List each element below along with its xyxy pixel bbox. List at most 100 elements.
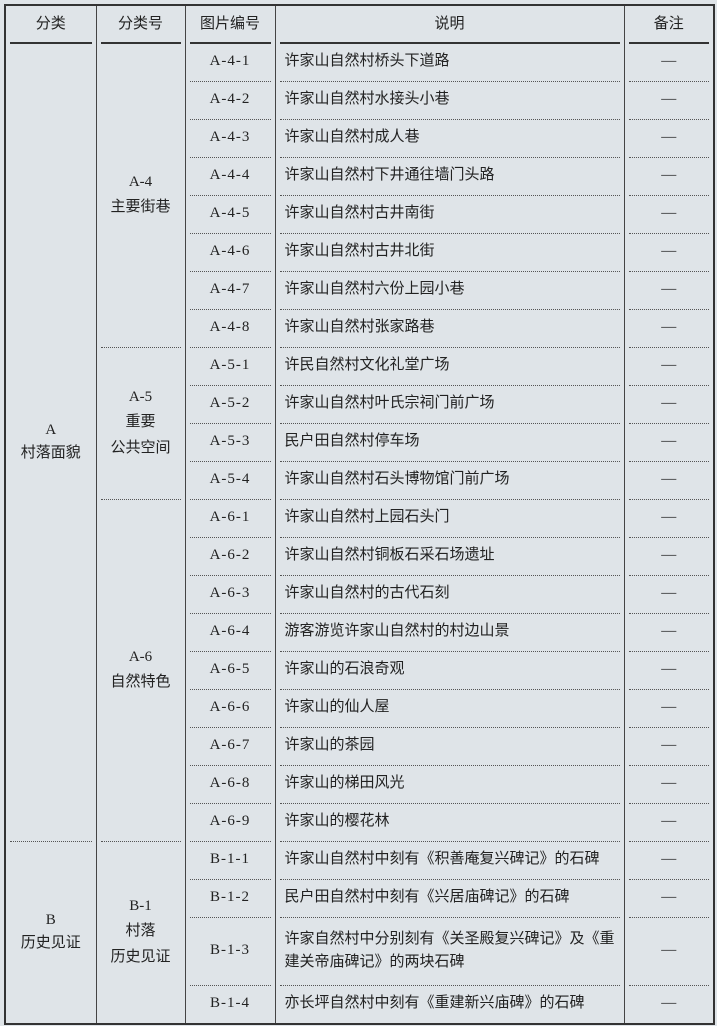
table-row: A-6 自然特色 A-6-1 许家山自然村上园石头门 — — [5, 499, 715, 842]
subcategory-name: 自然特色 — [110, 674, 171, 690]
description: 许家山自然村古井南街 — [274, 195, 625, 234]
picture-code: A-5-1 — [184, 347, 276, 386]
picture-code: A-4-4 — [184, 157, 276, 196]
picture-code: B-1-4 — [184, 985, 276, 1024]
header-note: 备注 — [623, 5, 715, 43]
description: 许家山的梯田风光 — [274, 765, 625, 804]
picture-code: A-4-2 — [184, 81, 276, 120]
description: 许家山的樱花林 — [274, 803, 625, 842]
header-row: 分类 分类号 图片编号 说明 备注 — [4, 5, 715, 43]
note: — — [623, 271, 715, 310]
subcategory-name-line2: 历史见证 — [110, 948, 171, 965]
picture-code: A-6-1 — [184, 499, 276, 538]
category-name: 村落面貌 — [20, 445, 81, 461]
subcategory-code: A-4 — [128, 173, 153, 190]
picture-code: A-6-5 — [184, 651, 276, 690]
category-code: B — [45, 911, 56, 928]
note: — — [623, 43, 715, 82]
picture-code: A-6-8 — [184, 765, 276, 804]
note: — — [623, 651, 715, 690]
note: — — [623, 841, 715, 880]
table-row: A-6-8 许家山的梯田风光 — — [5, 765, 715, 804]
picture-code: A-4-7 — [184, 271, 276, 310]
description: 民户田自然村停车场 — [274, 423, 625, 462]
description: 许家山的茶园 — [274, 727, 625, 766]
category-cell: A 村落面貌 — [4, 43, 97, 842]
description: 许家自然村中分别刻有《关圣殿复兴碑记》及《重建关帝庙碑记》的两块石碑 — [274, 917, 625, 986]
subcategory-code: A-5 — [128, 388, 153, 405]
subcategory-code: B-1 — [129, 897, 152, 914]
picture-code: A-4-6 — [184, 233, 276, 272]
description: 许家山自然村桥头下道路 — [274, 43, 625, 82]
picture-code: A-6-7 — [184, 727, 276, 766]
note: — — [623, 385, 715, 424]
note: — — [623, 727, 715, 766]
subcategory-name: 重要 — [125, 414, 156, 431]
description: 许家山的仙人屋 — [274, 689, 625, 728]
table-row: B 历史见证 B-1 村落 历史见证 B-1-1 许家山自然村中刻有《积善庵复兴碑记》的石碑… — [4, 841, 715, 1024]
table-row: A-4-8 许家山自然村张家路巷 — — [5, 309, 715, 348]
note: — — [623, 309, 715, 348]
subcategory-name: 村落 — [125, 923, 156, 940]
picture-code: A-4-1 — [184, 43, 276, 82]
table-row: B-1-3 许家自然村中分别刻有《关圣殿复兴碑记》及《重建关帝庙碑记》的两块石碑 — — [5, 917, 715, 986]
table-row: A-6-9 许家山的樱花林 — — [5, 803, 715, 842]
note: — — [623, 423, 715, 462]
table-row: A-5-4 许家山自然村石头博物馆门前广场 — — [5, 461, 715, 500]
table-row: A-4-6 许家山自然村古井北街 — — [5, 233, 715, 272]
note: — — [623, 119, 715, 158]
note: — — [623, 233, 715, 272]
picture-code: B-1-1 — [184, 841, 276, 880]
picture-code: A-6-3 — [184, 575, 276, 614]
note: — — [623, 499, 715, 538]
picture-code: A-5-3 — [184, 423, 276, 462]
picture-code: A-6-9 — [184, 803, 276, 842]
picture-code: A-4-8 — [184, 309, 276, 348]
table-row: A-6-7 许家山的茶园 — — [5, 727, 715, 766]
picture-code: A-4-3 — [184, 119, 276, 158]
description: 许民自然村文化礼堂广场 — [274, 347, 625, 386]
table-row: A-5-3 民户田自然村停车场 — — [5, 423, 715, 462]
description: 游客游览许家山自然村的村边山景 — [274, 613, 625, 652]
subcategory-name: 主要街巷 — [110, 199, 171, 215]
subcategory-cell: A-5 重要公共空间 — [95, 347, 186, 500]
table-row: A-4-5 许家山自然村古井南街 — — [5, 195, 715, 234]
description: 许家山自然村叶氏宗祠门前广场 — [274, 385, 625, 424]
picture-code: A-5-2 — [184, 385, 276, 424]
description: 许家山的石浪奇观 — [274, 651, 625, 690]
note: — — [623, 985, 715, 1024]
note: — — [623, 917, 715, 986]
picture-code: A-4-5 — [184, 195, 276, 234]
category-code: A — [45, 421, 57, 438]
subcategory-name-line2: 公共空间 — [110, 439, 171, 456]
subcategory-cell: A-4 主要街巷 — [95, 43, 186, 348]
description: 许家山自然村下井通往墙门头路 — [274, 157, 625, 196]
header-category: 分类 — [4, 5, 97, 43]
table-row: A-4-2 许家山自然村水接头小巷 — — [5, 81, 715, 120]
category-name: 历史见证 — [20, 935, 81, 951]
note: — — [623, 575, 715, 614]
picture-code: A-6-2 — [184, 537, 276, 576]
table-row: A-5 重要 公共空间 A-5-1 许民自然村文化礼堂广场 — — [5, 347, 715, 500]
note: — — [623, 157, 715, 196]
picture-code: A-6-6 — [184, 689, 276, 728]
description: 许家山自然村成人巷 — [274, 119, 625, 158]
note: — — [623, 765, 715, 804]
table-row: B-1-4 亦长坪自然村中刻有《重建新兴庙碑》的石碑 — — [5, 985, 715, 1024]
picture-code: B-1-3 — [184, 917, 276, 986]
header-description: 说明 — [274, 5, 625, 43]
note: — — [623, 81, 715, 120]
table-row: A-6-3 许家山自然村的古代石刻 — — [5, 575, 715, 614]
note: — — [623, 347, 715, 386]
description: 许家山自然村上园石头门 — [274, 499, 625, 538]
table-row: A-4-3 许家山自然村成人巷 — — [5, 119, 715, 158]
subcategory-code: A-6 — [128, 648, 153, 665]
description: 许家山自然村张家路巷 — [274, 309, 625, 348]
description: 许家山自然村铜板石采石场遗址 — [274, 537, 625, 576]
description: 许家山自然村石头博物馆门前广场 — [274, 461, 625, 500]
description: 民户田自然村中刻有《兴居庙碑记》的石碑 — [274, 879, 625, 918]
description: 许家山自然村六份上园小巷 — [274, 271, 625, 310]
note: — — [623, 879, 715, 918]
table-row: A 村落面貌 A-4 主要街巷 A-4-1 许家山自然村桥头下道路 — — [4, 43, 715, 842]
header-pic-code: 图片编号 — [184, 5, 276, 43]
